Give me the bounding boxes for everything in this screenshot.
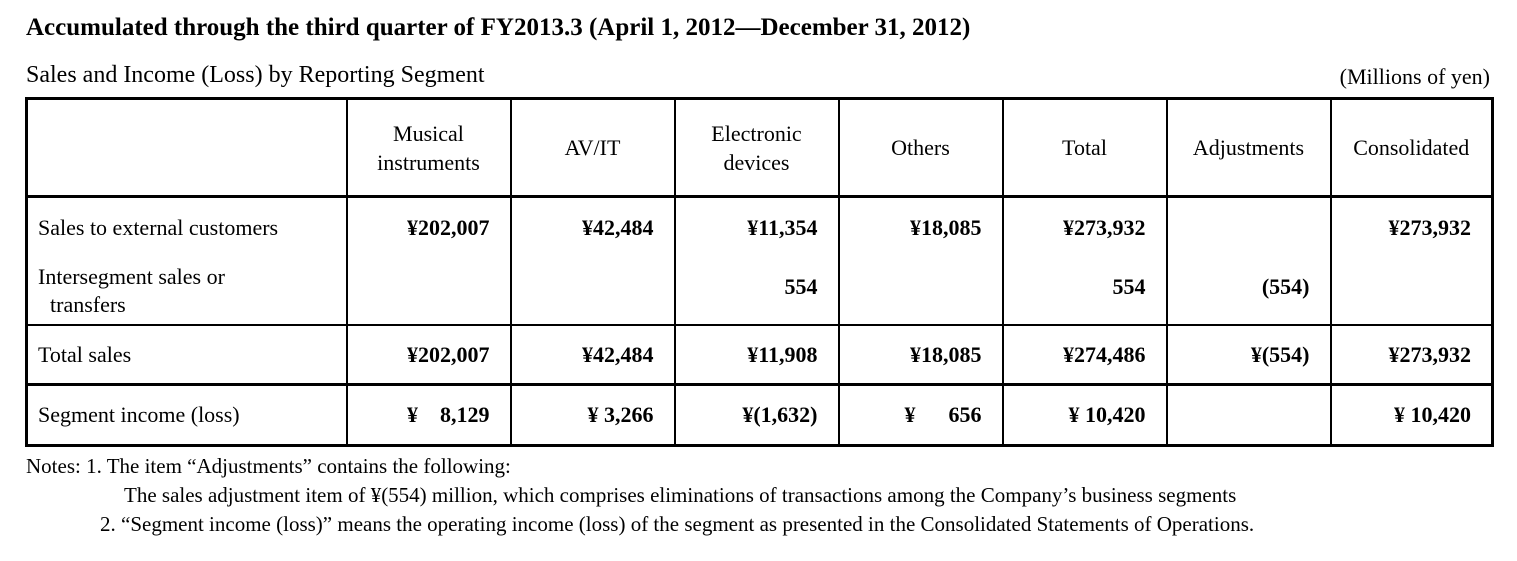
header-av-it: AV/IT xyxy=(509,98,675,198)
header-empty xyxy=(26,98,347,198)
cell-value: ¥11,908 xyxy=(673,324,839,385)
notes-section: Notes: 1. The item “Adjustments” contain… xyxy=(26,452,1254,539)
cell-value xyxy=(509,258,675,325)
cell-value xyxy=(1329,258,1493,325)
cell-value xyxy=(1165,196,1331,258)
header-others: Others xyxy=(837,98,1003,198)
header-adjustments: Adjustments xyxy=(1165,98,1331,198)
note-1: Notes: 1. The item “Adjustments” contain… xyxy=(26,454,511,478)
row-label-segment-income: Segment income (loss) xyxy=(26,383,347,446)
header-musical-instruments: Musical instruments xyxy=(345,98,511,198)
cell-value: ¥202,007 xyxy=(345,196,511,258)
cell-value: ¥11,354 xyxy=(673,196,839,258)
cell-value: 554 xyxy=(673,258,839,325)
cell-value: ¥273,932 xyxy=(1329,324,1493,385)
cell-value: ¥(554) xyxy=(1165,324,1331,385)
cell-value: ¥ 10,420 xyxy=(1001,383,1167,446)
cell-value: (554) xyxy=(1165,258,1331,325)
table-row: Sales to external customers ¥202,007 ¥42… xyxy=(27,196,1493,258)
cell-value xyxy=(1165,383,1331,446)
table-row: Intersegment sales or transfers 554 554 … xyxy=(27,258,1493,325)
header-electronic-devices-label: Electronic devices xyxy=(711,120,802,175)
cell-value: ¥42,484 xyxy=(509,196,675,258)
cell-value: ¥ 656 xyxy=(837,383,1003,446)
cell-value: ¥202,007 xyxy=(345,324,511,385)
cell-value: ¥42,484 xyxy=(509,324,675,385)
cell-value xyxy=(345,258,511,325)
row-label-total-sales: Total sales xyxy=(26,324,347,385)
row-label-sales-external: Sales to external customers xyxy=(38,215,279,240)
header-total: Total xyxy=(1001,98,1167,198)
table-header-row: Musical instruments AV/IT Electronic dev… xyxy=(26,98,1493,198)
row-label-intersegment: Intersegment sales or transfers xyxy=(27,258,347,325)
row-label-intersegment-line2: transfers xyxy=(50,292,126,317)
cell-value: ¥273,932 xyxy=(1001,196,1167,258)
cell-value: ¥ 8,129 xyxy=(345,383,511,446)
cell-value xyxy=(837,258,1003,325)
table-subtitle: Sales and Income (Loss) by Reporting Seg… xyxy=(26,62,485,88)
note-1-detail: The sales adjustment item of ¥(554) mill… xyxy=(124,483,1237,507)
cell-value: ¥(1,632) xyxy=(673,383,839,446)
cell-value: ¥18,085 xyxy=(837,324,1003,385)
header-musical-instruments-label: Musical instruments xyxy=(377,120,480,175)
table-row: Segment income (loss) ¥ 8,129 ¥ 3,266 ¥(… xyxy=(26,383,1493,446)
header-consolidated: Consolidated xyxy=(1329,98,1493,198)
units-label: (Millions of yen) xyxy=(1339,64,1490,89)
note-2: 2. “Segment income (loss)” means the ope… xyxy=(100,512,1255,536)
page-heading: Accumulated through the third quarter of… xyxy=(26,14,971,41)
header-electronic-devices: Electronic devices xyxy=(673,98,839,198)
cell-value: ¥ 10,420 xyxy=(1329,383,1493,446)
table-row: Total sales ¥202,007 ¥42,484 ¥11,908 ¥18… xyxy=(26,324,1493,385)
cell-value: ¥ 3,266 xyxy=(509,383,675,446)
cell-value: ¥274,486 xyxy=(1001,324,1167,385)
row-label-intersegment-line1: Intersegment sales or xyxy=(38,264,225,289)
cell-value: ¥273,932 xyxy=(1329,196,1493,258)
segment-table: Musical instruments AV/IT Electronic dev… xyxy=(25,97,1494,447)
cell-value: ¥18,085 xyxy=(837,196,1003,258)
cell-value: 554 xyxy=(1001,258,1167,325)
